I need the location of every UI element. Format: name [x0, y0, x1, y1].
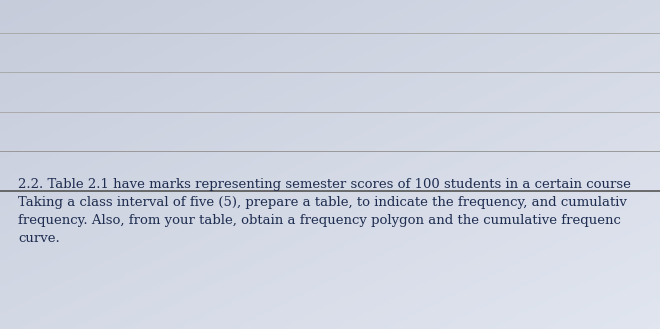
Text: 2.2. Table 2.1 have marks representing semester scores of 100 students in a cert: 2.2. Table 2.1 have marks representing s…	[18, 178, 631, 245]
